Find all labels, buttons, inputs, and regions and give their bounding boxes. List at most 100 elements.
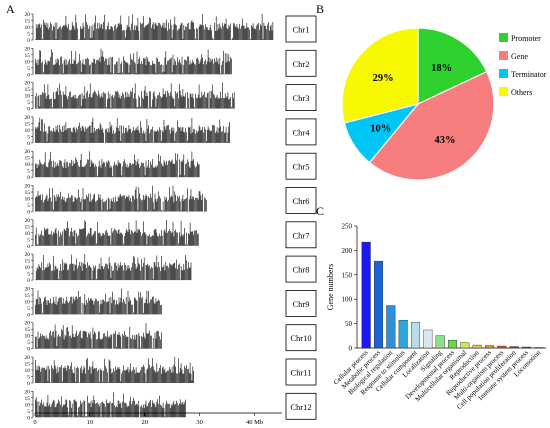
density-bar (116, 26, 118, 40)
density-bar (145, 382, 147, 383)
density-bar (134, 30, 136, 40)
density-bar (184, 175, 185, 178)
density-bar (51, 230, 52, 246)
density-bar (89, 83, 91, 109)
density-bar (106, 302, 107, 315)
density-bar (71, 195, 72, 212)
density-bar (203, 132, 204, 143)
density-bar (42, 404, 43, 418)
density-bar (188, 166, 190, 178)
density-bar (217, 133, 219, 143)
density-bar (100, 125, 102, 143)
density-bar (143, 99, 144, 109)
density-bar (82, 188, 84, 212)
density-bar (55, 368, 57, 383)
density-bar (70, 400, 71, 418)
density-bar (154, 167, 156, 178)
density-bar (124, 133, 125, 143)
pie-slice-others (341, 27, 419, 124)
density-bar (215, 96, 217, 109)
density-bar (104, 404, 105, 418)
density-bar (139, 193, 140, 212)
density-bar (149, 234, 150, 246)
density-bar (48, 126, 50, 143)
density-bar (78, 235, 79, 246)
density-bar (198, 26, 200, 40)
density-bar (170, 372, 172, 383)
density-bar (35, 336, 37, 349)
density-bar (195, 64, 196, 75)
density-bar (224, 53, 226, 75)
density-bar (215, 30, 216, 40)
density-bar (122, 72, 123, 75)
density-bar (137, 228, 139, 246)
density-bar (200, 24, 202, 40)
density-bar (51, 98, 52, 109)
density-bar (179, 201, 181, 212)
x-tick-label: 0 (33, 419, 36, 426)
density-bar (125, 335, 126, 349)
density-bar (92, 300, 94, 315)
density-bar (61, 364, 62, 383)
density-bar (125, 167, 127, 178)
density-bar (62, 407, 63, 418)
density-bar (50, 22, 51, 40)
density-bar (145, 264, 147, 281)
density-bar (130, 338, 131, 349)
density-bar (125, 403, 127, 418)
density-bar (51, 335, 52, 349)
density-bar (83, 330, 85, 349)
density-bar (137, 107, 139, 109)
density-bar (97, 59, 98, 75)
density-bar (159, 22, 160, 40)
chromosome-label-box (285, 392, 317, 420)
density-bar (187, 268, 188, 281)
density-bar (94, 399, 95, 418)
density-bar (78, 189, 79, 212)
density-bar (139, 167, 140, 178)
density-bar (130, 270, 131, 281)
density-bar (50, 197, 51, 212)
density-bar (115, 91, 116, 109)
density-bar (119, 334, 121, 349)
density-bar (134, 257, 135, 281)
density-bar (218, 64, 220, 75)
density-bar (251, 25, 252, 40)
density-bar (170, 264, 171, 281)
density-bar (145, 194, 147, 212)
density-bar (76, 330, 77, 349)
density-bar (111, 265, 113, 281)
density-bar (61, 94, 62, 109)
density-bar (95, 265, 96, 281)
density-bar (140, 270, 141, 281)
density-bar (128, 406, 130, 418)
density-bar (137, 159, 139, 178)
density-bar (125, 402, 126, 418)
density-bar (110, 368, 112, 383)
density-bar (176, 259, 177, 281)
density-bar (155, 106, 157, 109)
density-bar (175, 194, 176, 212)
density-bar (166, 160, 167, 178)
density-bar (48, 406, 50, 418)
density-bar (108, 335, 110, 349)
density-bar (92, 198, 94, 212)
density-bar (167, 232, 168, 246)
density-bar (74, 60, 76, 75)
density-bar (88, 265, 89, 281)
density-bar (48, 300, 50, 315)
density-bar (138, 163, 140, 178)
density-bar (107, 402, 108, 418)
density-bar (62, 167, 64, 178)
density-bar (140, 370, 141, 383)
density-bar (213, 93, 214, 109)
density-bar (43, 235, 44, 246)
density-bar (195, 230, 196, 246)
density-bar (147, 263, 149, 281)
density-bar (260, 24, 261, 40)
density-bar (135, 334, 137, 349)
density-bar (54, 132, 56, 143)
density-bar (61, 328, 62, 349)
